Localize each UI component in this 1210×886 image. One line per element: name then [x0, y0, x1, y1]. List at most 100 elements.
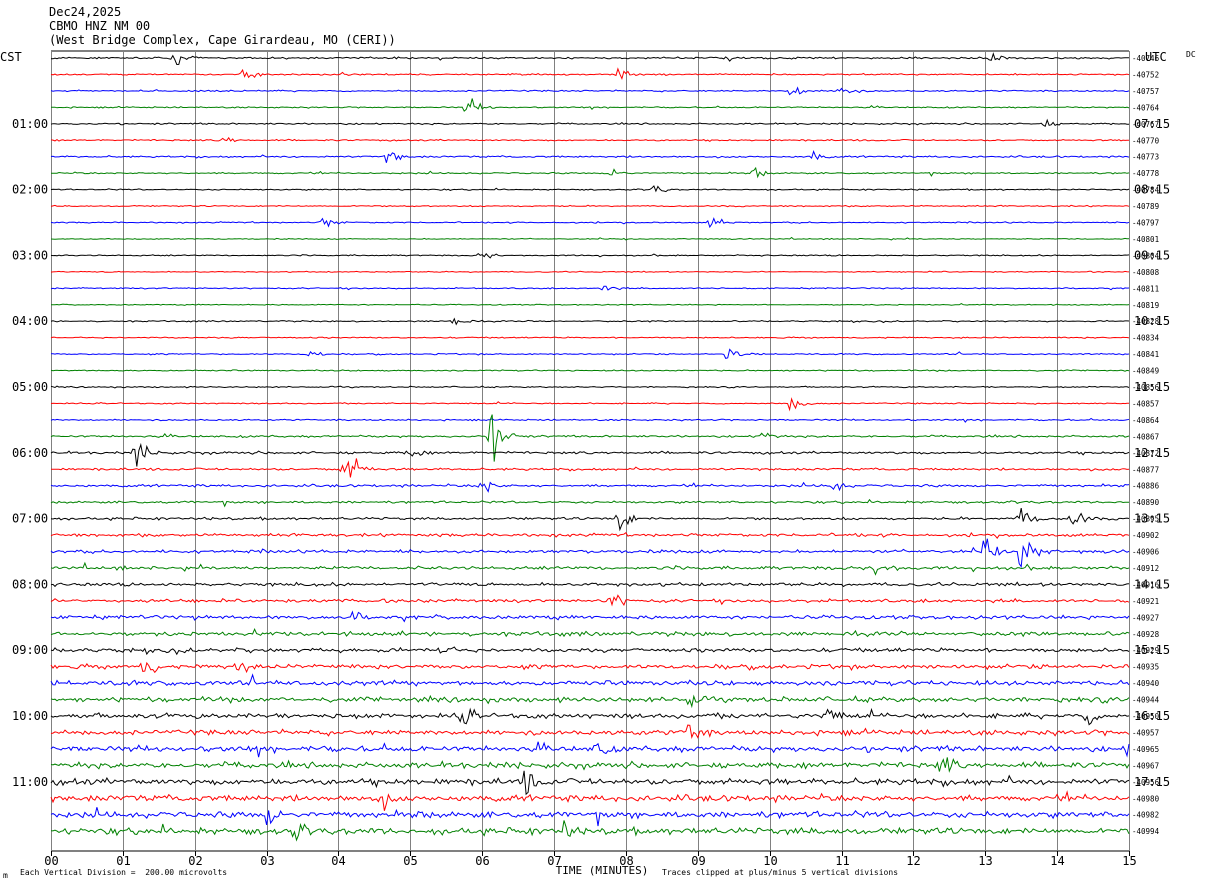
trace-row	[50, 98, 1130, 112]
x-tick-label: 07	[547, 854, 561, 868]
x-tick-label: 15	[1122, 854, 1136, 868]
dc-offset-label: -40770	[1132, 136, 1160, 145]
cst-hour-label: 11:00	[12, 775, 48, 789]
trace-row	[50, 820, 1130, 842]
dc-offset-label: -40965	[1132, 745, 1159, 754]
utc-hour-label: 15:15	[1134, 643, 1170, 657]
scale-note: Each Vertical Division = 200.00 microvol…	[20, 868, 228, 877]
trace-row	[50, 252, 1130, 259]
dc-offset-label: -40902	[1132, 531, 1159, 540]
dc-offset-label: -40778	[1132, 169, 1160, 178]
x-tick-label: 00	[44, 854, 58, 868]
cst-hour-label: 04:00	[12, 314, 48, 328]
dc-offset-label: -40804	[1132, 251, 1160, 260]
dc-offset-label: -40784	[1132, 186, 1160, 195]
corner-mark: m	[3, 871, 8, 880]
trace-row	[50, 531, 1130, 540]
dc-offset-label: -40867	[1132, 432, 1159, 441]
cst-hour-label: 01:00	[12, 117, 48, 131]
dc-offset-label: -40940	[1132, 679, 1160, 688]
dc-label: DC	[1186, 50, 1196, 59]
dc-offset-label: -40856	[1132, 383, 1160, 392]
dc-offset-label: -40757	[1132, 87, 1159, 96]
utc-hour-label: 09:15	[1134, 248, 1170, 262]
x-tick-label: 04	[331, 854, 345, 868]
dc-offset-label: -40886	[1132, 482, 1160, 491]
utc-hour-label: 07:15	[1134, 117, 1170, 131]
dc-offset-label: -40912	[1132, 564, 1159, 573]
trace-row	[50, 303, 1130, 306]
trace-row	[50, 217, 1130, 229]
trace-row	[50, 610, 1130, 623]
dc-offset-label: -40956	[1132, 778, 1160, 787]
x-tick-label: 08	[619, 854, 633, 868]
trace-row	[50, 369, 1130, 372]
trace-row	[50, 414, 1130, 462]
dc-offset-label: -40841	[1132, 350, 1159, 359]
x-tick-label: 06	[475, 854, 489, 868]
trace-row	[50, 166, 1130, 179]
dc-offset-label: -40811	[1132, 284, 1159, 293]
trace-row	[50, 52, 1130, 66]
dc-offset-label: -40849	[1132, 367, 1159, 376]
clip-note: Traces clipped at plus/minus 5 vertical …	[662, 868, 899, 877]
trace-row	[50, 673, 1130, 687]
dc-offset-label: -40957	[1132, 728, 1159, 737]
trace-row	[50, 150, 1130, 163]
cst-hour-label: 10:00	[12, 709, 48, 723]
dc-offset-label: -40950	[1132, 712, 1160, 721]
dc-offset-label: -40864	[1132, 416, 1160, 425]
dc-offset-label: -40746	[1132, 54, 1160, 63]
x-tick-label: 11	[835, 854, 849, 868]
x-tick-label: 14	[1050, 854, 1064, 868]
trace-row	[50, 790, 1130, 811]
x-tick-label: 10	[763, 854, 777, 868]
trace-row	[50, 498, 1129, 508]
trace-row	[50, 770, 1130, 796]
date-label: Dec24,2025	[49, 5, 122, 19]
x-tick-label: 09	[691, 854, 705, 868]
trace-row	[50, 442, 1130, 467]
utc-hour-label: 16:15	[1134, 709, 1170, 723]
dc-offset-label: -40834	[1132, 334, 1160, 343]
trace-row	[50, 136, 1130, 143]
dc-offset-label: -40916	[1132, 580, 1160, 589]
dc-offset-label: -40773	[1132, 153, 1159, 162]
dc-offset-label: -40929	[1132, 646, 1159, 655]
trace-row	[50, 807, 1130, 827]
trace-row	[50, 481, 1130, 493]
cst-hour-label: 08:00	[12, 577, 48, 591]
trace-row	[50, 417, 1130, 423]
trace-row	[50, 336, 1130, 339]
dc-offset-label: -40935	[1132, 663, 1159, 672]
dc-offset-label: -40994	[1132, 827, 1160, 836]
left-axis-title: CST	[0, 50, 22, 64]
station-label: CBMO HNZ NM 00	[49, 19, 151, 33]
trace-row	[50, 581, 1130, 588]
x-tick-label: 01	[116, 854, 130, 868]
cst-hour-label: 05:00	[12, 380, 48, 394]
dc-offset-label: -40906	[1132, 548, 1160, 557]
trace-row	[50, 185, 1130, 193]
dc-offset-label: -40764	[1132, 103, 1160, 112]
utc-hour-label: 14:15	[1134, 577, 1170, 591]
trace-row	[50, 694, 1130, 709]
trace-row	[50, 724, 1130, 739]
label-layer: 00 01 02 03 04 05 06 07 08 09 10 11 12 13 14 15 TIME (MI…	[12, 54, 1170, 877]
dc-offset-label: -40797	[1132, 219, 1159, 228]
cst-hour-label: 06:00	[12, 446, 48, 460]
utc-hour-label: 17:15	[1134, 775, 1170, 789]
x-tick-label: 03	[260, 854, 274, 868]
right-axis-title: UTC	[1145, 50, 1167, 64]
x-tick-label: 05	[403, 854, 417, 868]
dc-offset-label: -40944	[1132, 696, 1160, 705]
trace-row	[50, 757, 1130, 773]
trace-row	[50, 741, 1130, 758]
dc-offset-label: -40982	[1132, 811, 1159, 820]
dc-offset-label: -40895	[1132, 515, 1159, 524]
x-tick-label: 13	[978, 854, 992, 868]
trace-row	[50, 285, 1130, 291]
trace-row	[50, 204, 1130, 208]
dc-offset-label: -40927	[1132, 613, 1159, 622]
trace-row	[51, 458, 1130, 478]
